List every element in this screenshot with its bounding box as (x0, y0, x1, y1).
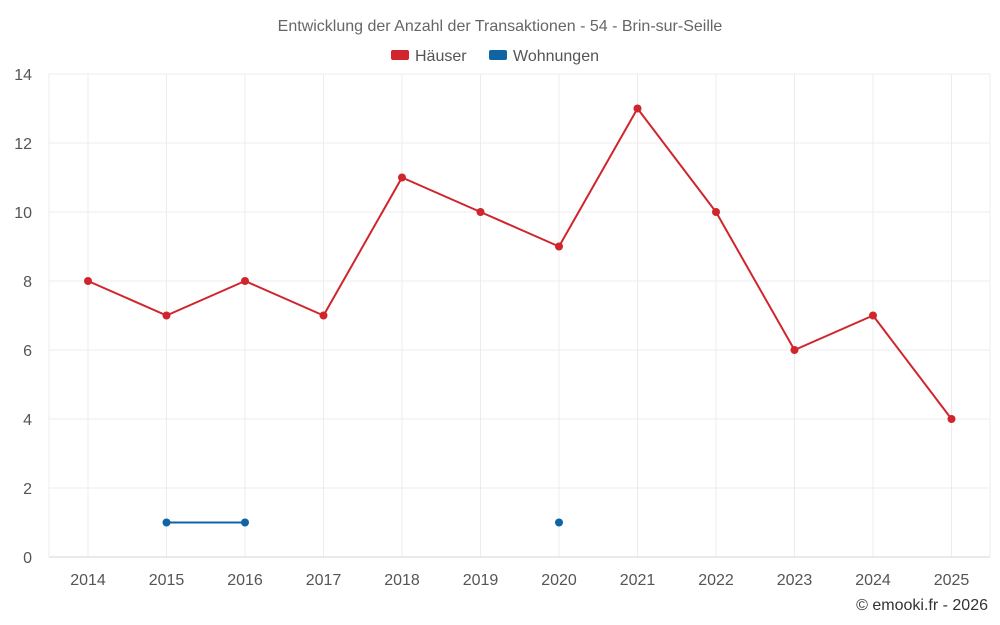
series-wohnungen (162, 518, 563, 527)
data-point[interactable] (790, 346, 799, 354)
x-tick-label: 2015 (149, 572, 185, 589)
x-tick-label: 2023 (777, 572, 813, 589)
data-point[interactable] (241, 518, 249, 527)
credit-text: © emooki.fr - 2026 (856, 597, 988, 614)
data-point[interactable] (162, 518, 171, 527)
data-point[interactable] (555, 518, 563, 527)
x-tick-label: 2019 (463, 572, 499, 589)
legend-swatch (391, 50, 409, 60)
data-point[interactable] (476, 208, 485, 216)
data-point[interactable] (712, 208, 720, 216)
y-tick-label: 2 (23, 481, 32, 498)
legend-item[interactable]: Häuser (391, 48, 467, 65)
y-tick-label: 14 (14, 67, 32, 84)
chart-title: Entwicklung der Anzahl der Transaktionen… (278, 18, 723, 35)
axes: 0 2 4 6 8 10 12 14 2014 2015 2016 2017 2018 2019 2020 2… (14, 67, 990, 589)
data-point[interactable] (947, 415, 956, 423)
y-tick-label: 4 (23, 412, 32, 429)
x-tick-label: 2021 (620, 572, 656, 589)
series-haeuser (84, 104, 956, 423)
y-tick-label: 6 (23, 343, 32, 360)
x-tick-label: 2016 (227, 572, 263, 589)
y-tick-label: 12 (14, 136, 32, 153)
data-point[interactable] (555, 242, 563, 251)
data-point[interactable] (398, 173, 406, 182)
data-point[interactable] (633, 104, 642, 113)
y-tick-label: 10 (14, 205, 32, 222)
data-point[interactable] (241, 277, 249, 285)
x-tick-label: 2025 (934, 572, 970, 589)
x-tick-label: 2022 (698, 572, 734, 589)
legend-label: Häuser (415, 48, 467, 65)
data-point[interactable] (869, 311, 877, 320)
legend-item[interactable]: Wohnungen (489, 48, 599, 65)
series-line (87, 107, 953, 420)
x-tick-label: 2024 (855, 572, 891, 589)
y-tick-label: 0 (23, 550, 32, 567)
legend-label: Wohnungen (513, 48, 599, 65)
data-point[interactable] (319, 311, 328, 320)
data-point[interactable] (84, 277, 92, 285)
y-tick-label: 8 (23, 274, 32, 291)
series-layer (84, 104, 956, 527)
legend-swatch (489, 50, 507, 60)
x-tick-label: 2014 (70, 572, 106, 589)
x-tick-label: 2018 (384, 572, 420, 589)
x-tick-label: 2017 (306, 572, 342, 589)
legend: Häuser Wohnungen (391, 48, 599, 65)
gridlines (48, 73, 991, 557)
x-tick-label: 2020 (541, 572, 577, 589)
data-point[interactable] (162, 311, 171, 320)
